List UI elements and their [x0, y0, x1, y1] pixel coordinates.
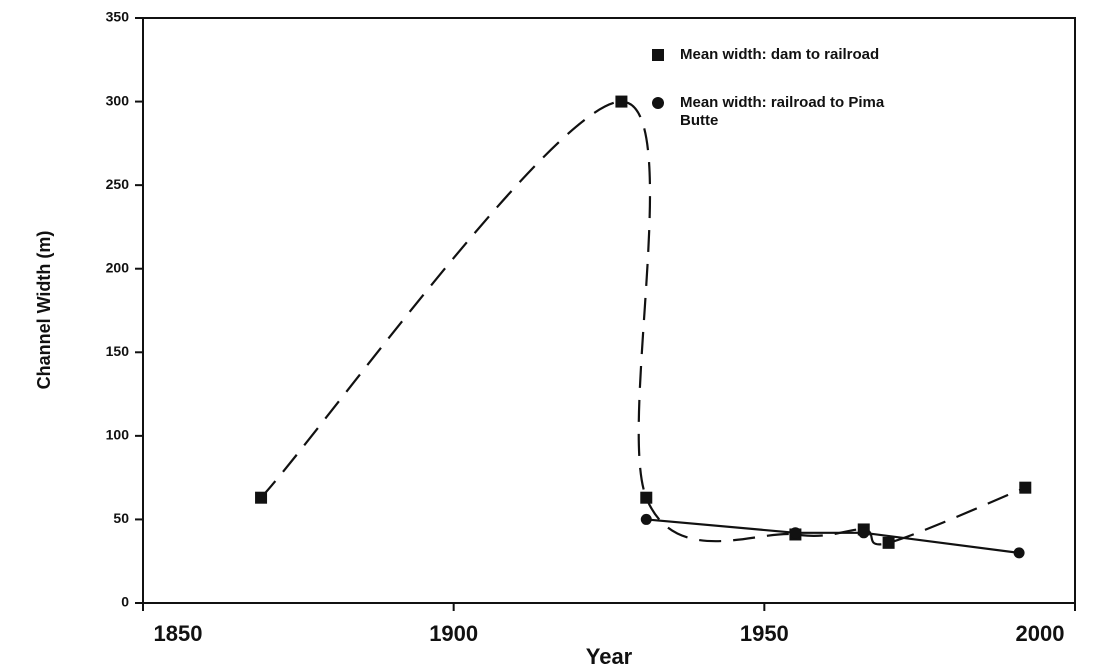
- y-tick-label: 50: [113, 510, 129, 526]
- marker: [1013, 547, 1025, 559]
- legend-label: Mean width: dam to railroad: [680, 46, 879, 63]
- marker: [858, 527, 870, 539]
- marker: [615, 95, 628, 108]
- series-line: [646, 518, 1020, 554]
- plot-frame: [142, 17, 1076, 604]
- x-tick-label: 1900: [429, 621, 478, 646]
- series-line: [260, 100, 1026, 546]
- marker: [255, 491, 268, 504]
- x-tick-label: 2000: [1016, 621, 1065, 646]
- y-tick-label: 350: [106, 9, 130, 25]
- marker: [640, 513, 652, 525]
- legend-marker: [652, 49, 664, 61]
- marker: [789, 527, 801, 539]
- y-tick-label: 300: [106, 92, 130, 108]
- x-tick-label: 1950: [740, 621, 789, 646]
- y-tick-label: 0: [121, 594, 129, 610]
- marker: [640, 491, 653, 504]
- y-tick-label: 150: [106, 343, 130, 359]
- legend-marker: [652, 97, 664, 109]
- marker: [1019, 481, 1032, 494]
- marker: [882, 536, 895, 549]
- x-tick-label: 1850: [154, 621, 203, 646]
- y-axis-label: Channel Width (m): [34, 231, 54, 390]
- y-tick-label: 100: [106, 427, 130, 443]
- y-tick-label: 200: [106, 259, 130, 275]
- y-tick-label: 250: [106, 176, 130, 192]
- legend-label: Mean width: railroad to Pima Butte: [680, 94, 885, 129]
- x-axis-label: Year: [586, 644, 633, 669]
